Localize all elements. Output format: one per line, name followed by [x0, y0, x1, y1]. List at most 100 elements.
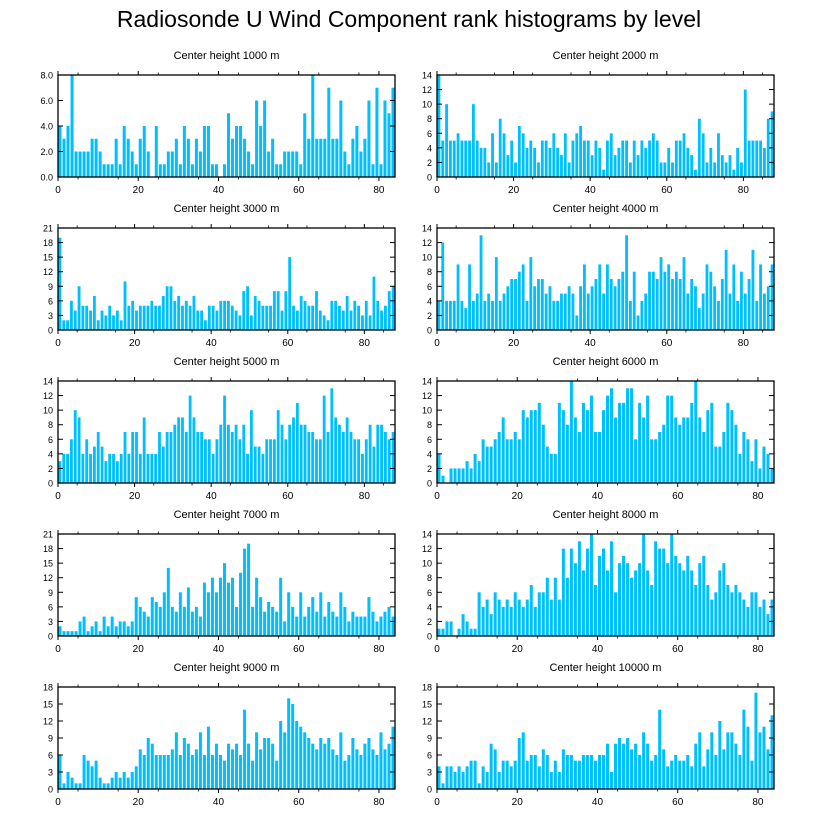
histogram-bar — [630, 749, 634, 789]
histogram-bar — [533, 147, 537, 177]
histogram-bar — [525, 147, 529, 177]
histogram-bar — [318, 439, 322, 483]
histogram-bar — [469, 468, 473, 483]
y-tick-label: 9 — [48, 588, 53, 598]
histogram-bar — [626, 563, 630, 636]
histogram-bar — [311, 597, 315, 636]
histogram-bar — [718, 570, 722, 636]
x-tick-label: 40 — [592, 797, 604, 808]
histogram-bar — [287, 151, 291, 177]
histogram-bar — [589, 755, 593, 789]
histogram-bar — [483, 147, 487, 177]
histogram-bar — [658, 709, 662, 789]
histogram-bar — [170, 151, 174, 177]
histogram-bar — [322, 395, 326, 483]
panel-title: Center height 5000 m — [174, 356, 280, 368]
histogram-bar — [102, 164, 106, 177]
histogram-bar — [323, 138, 327, 177]
histogram-bar — [501, 760, 505, 789]
histogram-bar — [690, 570, 694, 636]
histogram-bar — [698, 417, 702, 483]
histogram-bar — [465, 766, 469, 789]
histogram-bar — [104, 461, 108, 483]
histogram-bar — [441, 783, 445, 789]
histogram-bar — [449, 766, 453, 789]
histogram-bar — [118, 777, 122, 789]
histogram-bar — [548, 286, 552, 330]
y-tick-label: 10 — [422, 253, 432, 263]
histogram-bar — [74, 783, 78, 789]
histogram-bar — [644, 293, 648, 330]
histogram-bar — [146, 453, 150, 483]
histogram-bar — [291, 704, 295, 789]
histogram-bar — [275, 611, 279, 636]
histogram-bar — [361, 315, 364, 330]
histogram-bar — [502, 133, 506, 177]
histogram-bar — [196, 432, 200, 483]
histogram-bar — [239, 755, 243, 789]
histogram-bar — [552, 300, 556, 330]
histogram-bar — [732, 264, 736, 330]
histogram-bar — [740, 162, 743, 177]
histogram-bar — [738, 592, 742, 636]
histogram-bar — [493, 439, 497, 483]
histogram-bar — [343, 760, 347, 789]
histogram-bar — [477, 461, 481, 483]
histogram-bar — [537, 592, 541, 636]
histogram-bar — [742, 599, 746, 636]
histogram-bar — [210, 164, 214, 177]
x-tick-label: 40 — [592, 491, 604, 502]
histogram-bar — [94, 621, 98, 636]
histogram-bar — [545, 577, 549, 636]
histogram-bar — [674, 417, 678, 483]
histogram-bar — [726, 402, 730, 483]
histogram-bar — [170, 606, 174, 636]
histogram-panel: Center height 6000 m 0 2 4 6 8 10 12 14 0 20 40 60 80 — [422, 356, 775, 502]
histogram-bar — [150, 300, 154, 330]
histogram-bar — [698, 563, 702, 636]
histogram-bar — [219, 300, 223, 330]
histogram-bar — [112, 315, 115, 330]
histogram-bar — [218, 755, 222, 789]
histogram-bar — [598, 147, 602, 177]
histogram-bar — [650, 585, 654, 636]
histogram-bar — [509, 766, 513, 789]
histogram-bar — [62, 453, 66, 483]
histogram-bar — [614, 592, 618, 636]
histogram-bar — [473, 453, 477, 483]
histogram-bar — [606, 570, 610, 636]
histogram-bar — [190, 164, 194, 177]
histogram-bar — [736, 147, 740, 177]
histogram-bar — [714, 446, 718, 483]
y-tick-label: 8 — [427, 573, 432, 583]
histogram-bar — [628, 300, 632, 330]
y-tick-label: 0 — [48, 326, 53, 336]
y-tick-label: 12 — [422, 391, 432, 401]
histogram-bar — [556, 147, 560, 177]
histogram-bar — [371, 611, 375, 636]
histogram-bar — [666, 395, 670, 483]
x-tick-label: 20 — [512, 797, 524, 808]
histogram-bar — [601, 548, 605, 636]
histogram-bar — [740, 271, 743, 330]
histogram-bar — [498, 300, 502, 330]
histogram-bar — [758, 606, 762, 636]
histogram-bar — [70, 631, 74, 636]
histogram-bar — [654, 541, 658, 636]
histogram-bar — [230, 305, 234, 330]
figure-title: Radiosonde U Wind Component rank histogr… — [116, 6, 702, 32]
histogram-bar — [178, 755, 182, 789]
histogram-bar — [477, 783, 481, 789]
histogram-bar — [581, 570, 585, 636]
histogram-bar — [115, 461, 119, 483]
histogram-bar — [501, 606, 505, 636]
y-tick-label: 0 — [427, 173, 432, 183]
histogram-bar — [69, 300, 73, 330]
histogram-bar — [694, 169, 697, 177]
x-tick-label: 40 — [585, 338, 597, 349]
histogram-bar — [158, 305, 161, 330]
histogram-bar — [525, 300, 529, 330]
x-tick-label: 40 — [213, 185, 225, 196]
panel-title: Center height 4000 m — [553, 203, 659, 215]
histogram-bar — [445, 766, 449, 789]
